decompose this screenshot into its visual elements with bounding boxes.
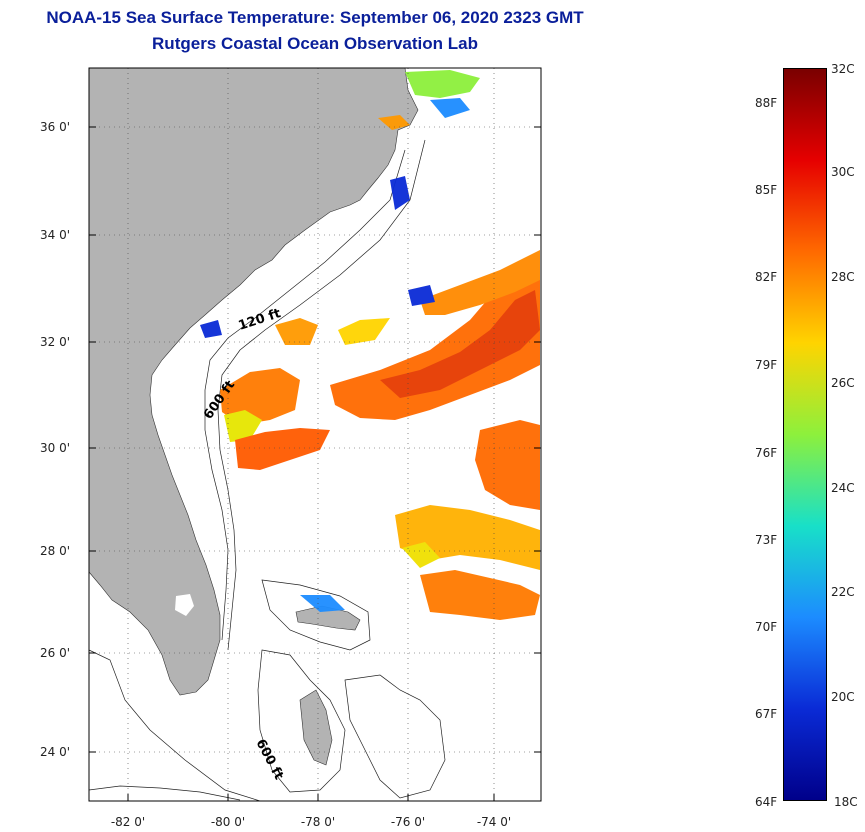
- colorbar-fahrenheit-label: 64F: [755, 795, 778, 809]
- sst-data-layer: [200, 70, 540, 620]
- colorbar-fahrenheit-label: 67F: [755, 707, 778, 721]
- lat-tick-label: 36 0': [40, 120, 70, 134]
- colorbar-fahrenheit-label: 85F: [755, 183, 778, 197]
- map-title: NOAA-15 Sea Surface Temperature: Septemb…: [46, 8, 584, 27]
- lat-tick-label: 28 0': [40, 544, 70, 558]
- colorbar-fahrenheit-label: 82F: [755, 270, 778, 284]
- lon-tick-label: -80 0': [211, 815, 245, 829]
- colorbar-fahrenheit-label: 79F: [755, 358, 778, 372]
- isobath-contours: [88, 139, 446, 802]
- colorbar-celsius-label: 30C: [831, 165, 855, 179]
- graticule: [89, 68, 541, 801]
- lat-tick-label: 26 0': [40, 646, 70, 660]
- colorbar-celsius-label: 28C: [831, 270, 855, 284]
- colorbar-celsius-label: 32C: [831, 62, 855, 76]
- lon-tick-label: -76 0': [391, 815, 425, 829]
- colorbar-celsius-label: 18C: [834, 795, 858, 809]
- colorbar-fahrenheit-label: 88F: [755, 96, 778, 110]
- bahamas-andros: [299, 689, 333, 766]
- map-subtitle: Rutgers Coastal Ocean Observation Lab: [152, 34, 478, 53]
- lake-okeechobee: [175, 594, 194, 616]
- tick-marks: [89, 126, 541, 801]
- lat-tick-label: 30 0': [40, 441, 70, 455]
- land-us-east-coast: [88, 67, 419, 696]
- lat-tick-label: 34 0': [40, 228, 70, 242]
- map-frame: [88, 67, 542, 802]
- colorbar-fahrenheit-label: 76F: [755, 446, 778, 460]
- temperature-colorbar: [783, 68, 827, 801]
- lon-tick-label: -74 0': [477, 815, 511, 829]
- lat-tick-label: 24 0': [40, 745, 70, 759]
- colorbar-fahrenheit-label: 73F: [755, 533, 778, 547]
- lat-tick-label: 32 0': [40, 335, 70, 349]
- colorbar-fahrenheit-label: 70F: [755, 620, 778, 634]
- colorbar-celsius-label: 26C: [831, 376, 855, 390]
- lon-tick-label: -82 0': [111, 815, 145, 829]
- lon-tick-label: -78 0': [301, 815, 335, 829]
- colorbar-celsius-label: 24C: [831, 481, 855, 495]
- colorbar-celsius-label: 22C: [831, 585, 855, 599]
- colorbar-celsius-label: 20C: [831, 690, 855, 704]
